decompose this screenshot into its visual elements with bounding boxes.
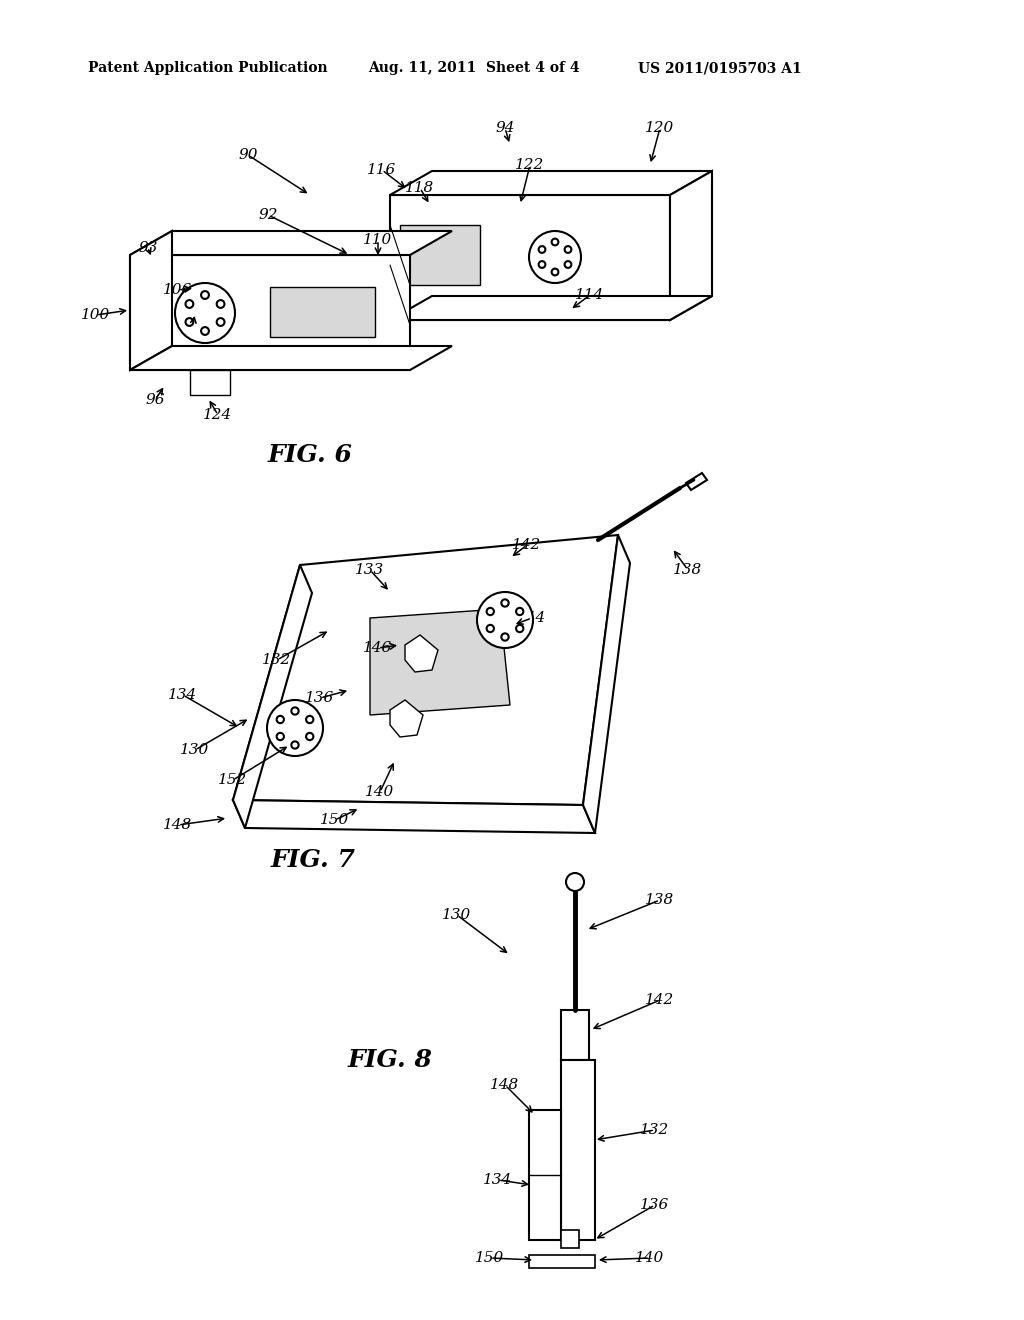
Text: 148: 148 bbox=[490, 1078, 519, 1092]
Text: 106: 106 bbox=[164, 282, 193, 297]
Polygon shape bbox=[561, 1060, 595, 1239]
Polygon shape bbox=[390, 172, 712, 195]
Circle shape bbox=[539, 261, 546, 268]
Text: 140: 140 bbox=[635, 1251, 665, 1265]
Polygon shape bbox=[400, 224, 480, 285]
Circle shape bbox=[276, 715, 284, 723]
Text: 93: 93 bbox=[138, 242, 158, 255]
Polygon shape bbox=[529, 1255, 595, 1269]
Text: 132: 132 bbox=[262, 653, 292, 667]
Text: 134: 134 bbox=[483, 1173, 513, 1187]
Text: 104: 104 bbox=[178, 318, 208, 333]
Polygon shape bbox=[390, 296, 712, 319]
Circle shape bbox=[552, 268, 558, 276]
Circle shape bbox=[217, 318, 224, 326]
Text: 100: 100 bbox=[81, 308, 111, 322]
Text: 144: 144 bbox=[517, 611, 547, 624]
Circle shape bbox=[564, 261, 571, 268]
Text: 136: 136 bbox=[305, 690, 335, 705]
Text: 114: 114 bbox=[575, 288, 604, 302]
Polygon shape bbox=[390, 700, 423, 737]
Circle shape bbox=[185, 300, 194, 308]
Text: 146: 146 bbox=[364, 642, 392, 655]
Circle shape bbox=[201, 327, 209, 335]
Text: 118: 118 bbox=[406, 181, 434, 195]
Circle shape bbox=[502, 599, 509, 607]
Circle shape bbox=[477, 591, 534, 648]
Circle shape bbox=[552, 239, 558, 246]
Circle shape bbox=[201, 292, 209, 298]
Polygon shape bbox=[233, 535, 618, 805]
Text: 150: 150 bbox=[475, 1251, 505, 1265]
Polygon shape bbox=[406, 635, 438, 672]
Circle shape bbox=[306, 715, 313, 723]
Text: 138: 138 bbox=[674, 564, 702, 577]
Text: 142: 142 bbox=[645, 993, 675, 1007]
Text: 116: 116 bbox=[368, 162, 396, 177]
Text: 96: 96 bbox=[145, 393, 165, 407]
Circle shape bbox=[276, 733, 284, 741]
Circle shape bbox=[529, 231, 581, 282]
Polygon shape bbox=[233, 565, 312, 828]
Text: 133: 133 bbox=[355, 564, 385, 577]
Text: 120: 120 bbox=[645, 121, 675, 135]
Text: 92: 92 bbox=[258, 209, 278, 222]
Polygon shape bbox=[583, 535, 630, 833]
Circle shape bbox=[502, 634, 509, 640]
Text: 130: 130 bbox=[180, 743, 210, 756]
Polygon shape bbox=[686, 473, 707, 490]
Text: 124: 124 bbox=[204, 408, 232, 422]
Polygon shape bbox=[390, 195, 670, 319]
Polygon shape bbox=[270, 286, 375, 337]
Text: 134: 134 bbox=[168, 688, 198, 702]
Text: 136: 136 bbox=[640, 1199, 670, 1212]
Circle shape bbox=[292, 708, 299, 714]
Circle shape bbox=[516, 607, 523, 615]
Text: 152: 152 bbox=[218, 774, 248, 787]
Circle shape bbox=[306, 733, 313, 741]
Text: 90: 90 bbox=[239, 148, 258, 162]
Polygon shape bbox=[190, 370, 230, 395]
Circle shape bbox=[539, 246, 546, 253]
Polygon shape bbox=[130, 231, 452, 255]
Text: 132: 132 bbox=[640, 1123, 670, 1137]
Text: US 2011/0195703 A1: US 2011/0195703 A1 bbox=[638, 61, 802, 75]
Polygon shape bbox=[561, 1010, 589, 1060]
Text: Aug. 11, 2011  Sheet 4 of 4: Aug. 11, 2011 Sheet 4 of 4 bbox=[368, 61, 580, 75]
Polygon shape bbox=[233, 800, 595, 833]
Text: 142: 142 bbox=[512, 539, 542, 552]
Text: 110: 110 bbox=[364, 234, 392, 247]
Text: 130: 130 bbox=[442, 908, 472, 921]
Polygon shape bbox=[670, 172, 712, 319]
Polygon shape bbox=[130, 346, 452, 370]
Text: Patent Application Publication: Patent Application Publication bbox=[88, 61, 328, 75]
Circle shape bbox=[564, 246, 571, 253]
Text: FIG. 6: FIG. 6 bbox=[267, 444, 352, 467]
Text: 150: 150 bbox=[321, 813, 349, 828]
Circle shape bbox=[486, 607, 494, 615]
Polygon shape bbox=[370, 609, 510, 715]
Circle shape bbox=[566, 873, 584, 891]
Polygon shape bbox=[529, 1110, 561, 1239]
Circle shape bbox=[292, 742, 299, 748]
Text: FIG. 7: FIG. 7 bbox=[270, 847, 355, 873]
Text: 140: 140 bbox=[366, 785, 394, 799]
Polygon shape bbox=[130, 231, 172, 370]
Circle shape bbox=[185, 318, 194, 326]
Circle shape bbox=[175, 282, 234, 343]
Text: 94: 94 bbox=[496, 121, 515, 135]
Polygon shape bbox=[130, 255, 410, 370]
Text: 138: 138 bbox=[645, 894, 675, 907]
Text: 122: 122 bbox=[515, 158, 545, 172]
Text: 148: 148 bbox=[164, 818, 193, 832]
Circle shape bbox=[217, 300, 224, 308]
Circle shape bbox=[516, 624, 523, 632]
Circle shape bbox=[486, 624, 494, 632]
Circle shape bbox=[267, 700, 323, 756]
Text: FIG. 8: FIG. 8 bbox=[347, 1048, 432, 1072]
Polygon shape bbox=[561, 1230, 579, 1247]
